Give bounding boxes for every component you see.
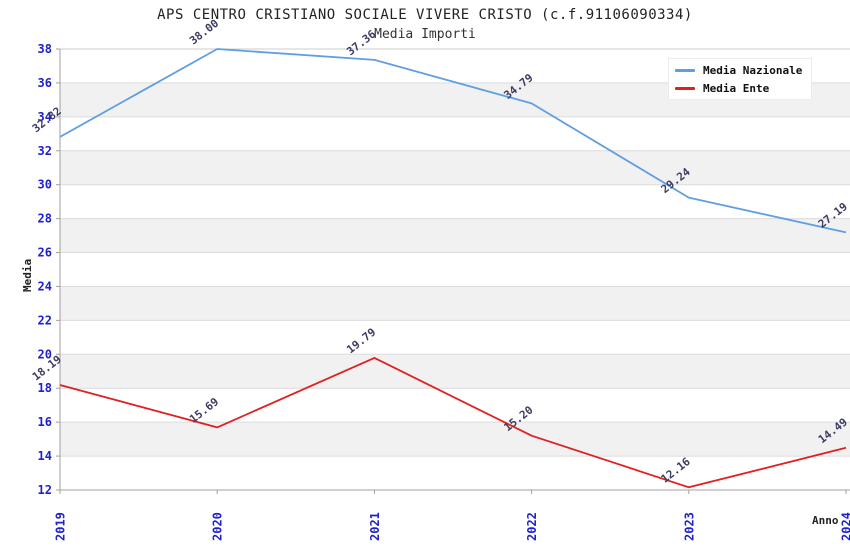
y-tick-label: 24: [38, 279, 52, 293]
x-tick-label: 2021: [368, 512, 382, 541]
point-label: 38.00: [187, 17, 221, 48]
y-tick-label: 16: [38, 415, 52, 429]
legend-label-media-nazionale: Media Nazionale: [703, 63, 803, 77]
y-tick-label: 14: [38, 449, 52, 463]
legend: Media Nazionale Media Ente: [668, 58, 812, 100]
chart-title: APS CENTRO CRISTIANO SOCIALE VIVERE CRIS…: [157, 7, 693, 23]
y-tick-label: 32: [38, 144, 52, 158]
plot-band-gray: [60, 150, 850, 185]
legend-label-media-ente: Media Ente: [703, 81, 770, 95]
legend-swatch-media-ente: [675, 86, 695, 90]
plot-band-white: [60, 116, 850, 151]
plot-band-white: [60, 320, 850, 355]
y-tick-label: 36: [38, 76, 52, 90]
plot-band-white: [60, 456, 850, 490]
y-tick-label: 12: [38, 483, 52, 497]
x-tick-label: 2020: [211, 512, 225, 541]
y-tick-label: 18: [38, 381, 52, 395]
y-tick-label: 26: [38, 246, 52, 260]
legend-item-media-ente: Media Ente: [675, 79, 805, 97]
plot-band-gray: [60, 218, 850, 253]
x-axis-title: Anno: [812, 514, 839, 527]
series-line-media-ente: [59, 356, 847, 489]
plot-band-gray: [60, 354, 850, 389]
plot-band-white: [60, 184, 850, 219]
y-tick-label: 20: [38, 347, 52, 361]
x-tick-label: 2023: [682, 512, 696, 541]
legend-swatch-media-nazionale: [675, 68, 695, 72]
y-axis-title: Media: [21, 259, 34, 292]
plot-band-gray: [60, 422, 850, 457]
y-tick-label: 34: [38, 110, 52, 124]
y-tick-label: 22: [38, 313, 52, 327]
y-tick-label: 30: [38, 178, 52, 192]
x-tick-label: 2024: [840, 512, 850, 541]
plot-band-white: [60, 388, 850, 423]
legend-item-media-nazionale: Media Nazionale: [675, 61, 805, 79]
chart-subtitle: Media Importi: [374, 27, 476, 42]
x-tick-label: 2019: [54, 512, 68, 541]
plot-band-white: [60, 252, 850, 287]
y-tick-label: 28: [38, 212, 52, 226]
x-tick-label: 2022: [525, 512, 539, 541]
plot-band-gray: [60, 286, 850, 321]
y-tick-label: 38: [38, 42, 52, 56]
series-line-media-nazionale: [59, 48, 847, 234]
